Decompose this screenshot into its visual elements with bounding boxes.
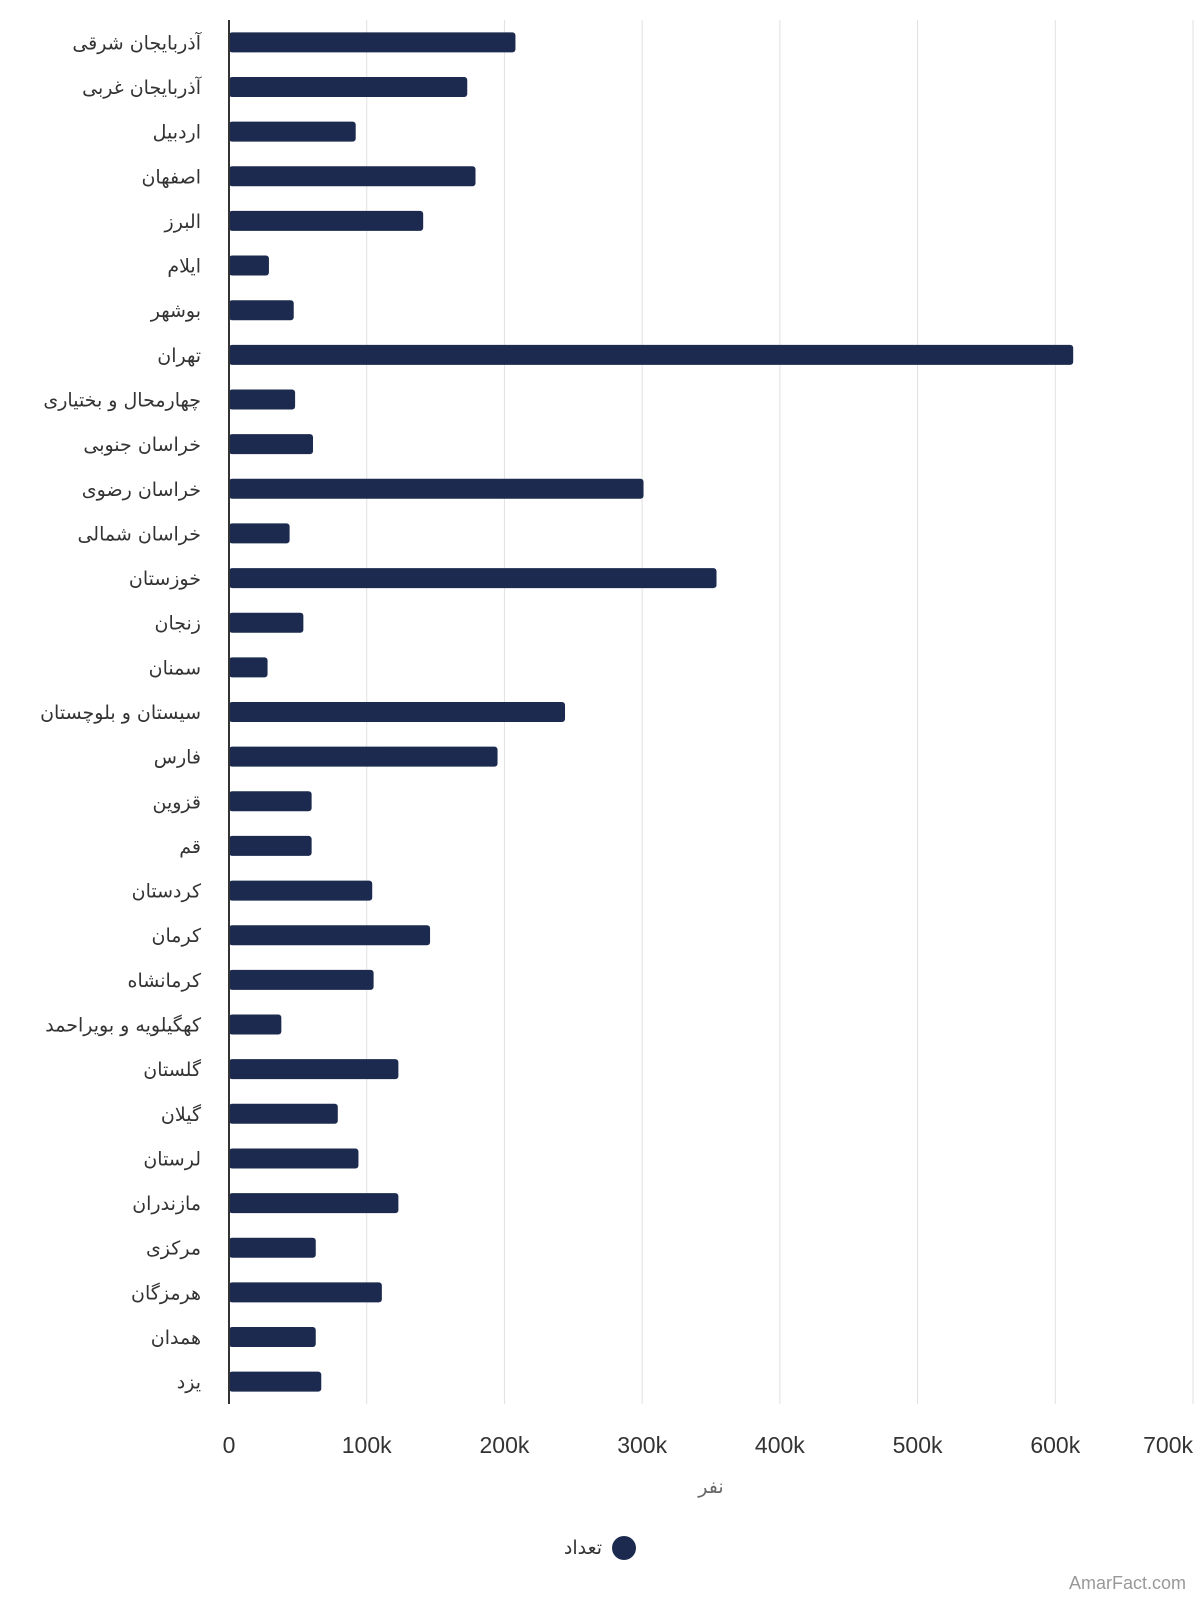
bar[interactable] bbox=[229, 121, 356, 142]
category-label: چهارمحال و بختیاری bbox=[43, 389, 201, 411]
category-label: ایلام bbox=[167, 256, 201, 278]
category-label: قزوین bbox=[153, 791, 202, 813]
category-label: همدان bbox=[151, 1327, 201, 1349]
category-label: اردبیل bbox=[153, 122, 201, 144]
bars bbox=[229, 32, 1074, 1392]
x-tick-label: 100k bbox=[342, 1432, 392, 1458]
bar[interactable] bbox=[229, 1237, 316, 1258]
bar[interactable] bbox=[229, 76, 468, 97]
bar[interactable] bbox=[229, 166, 476, 187]
bar[interactable] bbox=[229, 925, 431, 946]
category-label: یزد bbox=[177, 1372, 201, 1394]
bar[interactable] bbox=[229, 434, 314, 455]
bar[interactable] bbox=[229, 612, 304, 633]
category-label: کردستان bbox=[132, 881, 202, 903]
bar[interactable] bbox=[229, 1148, 359, 1169]
bar[interactable] bbox=[229, 1371, 322, 1392]
category-label: البرز bbox=[164, 211, 201, 233]
bar[interactable] bbox=[229, 389, 296, 410]
bar[interactable] bbox=[229, 1103, 338, 1124]
category-label: آذربایجان غربی bbox=[82, 75, 202, 99]
bar[interactable] bbox=[229, 1193, 399, 1214]
category-label: کهگیلویه و بویراحمد bbox=[45, 1014, 202, 1037]
bar[interactable] bbox=[229, 702, 566, 722]
bar[interactable] bbox=[229, 746, 498, 767]
gridlines bbox=[366, 20, 1194, 1404]
x-tick-label: 400k bbox=[755, 1432, 805, 1458]
bar[interactable] bbox=[229, 344, 1074, 365]
x-tick-labels: 0 100k 200k 300k 400k 500k 600k 700k bbox=[223, 1432, 1194, 1458]
bar[interactable] bbox=[229, 1059, 399, 1080]
category-label: گیلان bbox=[161, 1103, 202, 1126]
legend-marker bbox=[612, 1536, 637, 1560]
x-tick-label: 200k bbox=[479, 1432, 529, 1458]
category-label: زنجان bbox=[155, 613, 201, 635]
category-label: هرمزگان bbox=[131, 1281, 201, 1304]
x-tick-label: 500k bbox=[893, 1432, 943, 1458]
legend-label: تعداد bbox=[563, 1537, 603, 1559]
category-label: خراسان رضوی bbox=[82, 479, 201, 501]
category-label: خراسان شمالی bbox=[77, 523, 201, 545]
x-tick-label: 300k bbox=[617, 1432, 667, 1458]
bar[interactable] bbox=[229, 478, 644, 499]
category-label: اصفهان bbox=[141, 166, 201, 188]
x-tick-label: 0 bbox=[223, 1432, 236, 1458]
category-label: مرکزی bbox=[146, 1238, 201, 1260]
category-label: خراسان جنوبی bbox=[83, 434, 201, 456]
category-label: کرمان bbox=[152, 925, 202, 947]
category-label: گلستان bbox=[143, 1058, 202, 1081]
category-label: کرمانشاه bbox=[128, 970, 202, 992]
category-labels: آذربایجان شرقی آذربایجان غربی اردبیل اصفهان… bbox=[40, 30, 202, 1393]
x-tick-label: 600k bbox=[1030, 1432, 1080, 1458]
category-label: سمنان bbox=[149, 657, 201, 679]
category-label: سیستان و بلوچستان bbox=[40, 702, 201, 724]
category-label: آذربایجان شرقی bbox=[72, 30, 201, 54]
bar[interactable] bbox=[229, 791, 312, 812]
credit-link[interactable]: AmarFact.com bbox=[1068, 1573, 1186, 1593]
bar[interactable] bbox=[229, 880, 373, 901]
category-label: خوزستان bbox=[129, 568, 201, 590]
x-axis-title: نفر bbox=[697, 1476, 723, 1498]
bar[interactable] bbox=[229, 1327, 316, 1348]
category-label: بوشهر bbox=[150, 300, 201, 322]
category-label: فارس bbox=[154, 747, 201, 769]
category-label: قم bbox=[179, 836, 201, 858]
legend[interactable]: تعداد bbox=[0, 1532, 1200, 1564]
bar[interactable] bbox=[229, 1014, 282, 1035]
bar[interactable] bbox=[229, 300, 294, 321]
bar[interactable] bbox=[229, 835, 312, 856]
bar[interactable] bbox=[229, 255, 269, 276]
bar[interactable] bbox=[229, 210, 424, 231]
bar[interactable] bbox=[229, 568, 717, 589]
x-tick-label: 700k bbox=[1143, 1432, 1193, 1458]
bar[interactable] bbox=[229, 523, 290, 544]
category-label: لرستان bbox=[143, 1148, 201, 1170]
bar[interactable] bbox=[229, 657, 268, 678]
category-label: تهران bbox=[157, 345, 201, 367]
bar[interactable] bbox=[229, 1282, 382, 1303]
bar[interactable] bbox=[229, 32, 516, 53]
bar[interactable] bbox=[229, 969, 374, 990]
category-label: مازندران bbox=[132, 1193, 201, 1215]
bar-chart: آذربایجان شرقی آذربایجان غربی اردبیل اصفهان… bbox=[40, 20, 1194, 1498]
